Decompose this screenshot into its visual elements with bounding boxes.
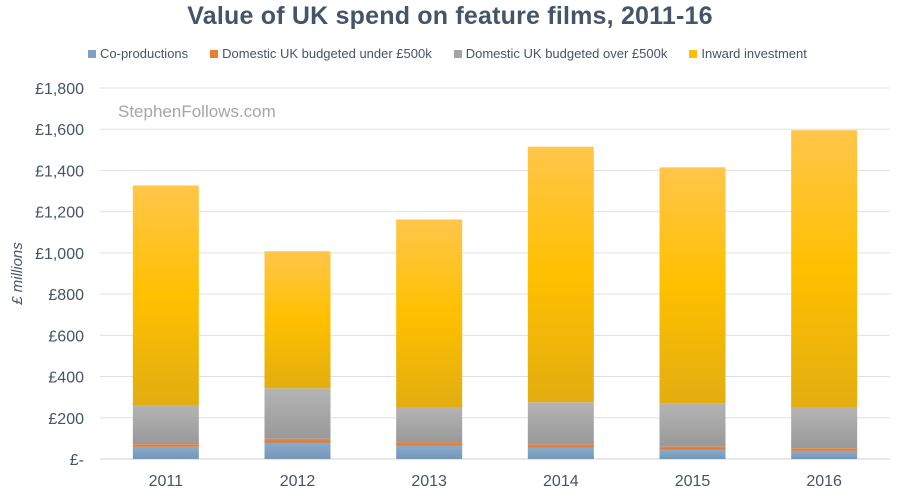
legend-item: Inward investment <box>689 46 807 61</box>
x-tick-label: 2014 <box>543 473 579 490</box>
legend-label: Domestic UK budgeted over £500k <box>465 46 668 61</box>
bar-segment <box>791 130 858 408</box>
bar-segment <box>132 185 199 405</box>
bar-segment <box>527 402 594 445</box>
legend-item: Domestic UK budgeted over £500k <box>453 46 668 61</box>
legend-swatch <box>689 49 698 58</box>
bar-segment <box>527 146 594 403</box>
bar-segment <box>659 167 726 404</box>
legend-swatch <box>210 49 219 58</box>
x-tick-label: 2011 <box>149 473 184 490</box>
x-tick-label: 2013 <box>411 473 447 490</box>
legend-label: Domestic UK budgeted under £500k <box>222 46 432 61</box>
bar-segment <box>396 407 463 443</box>
bar-segment <box>791 450 858 459</box>
legend-swatch <box>453 49 462 58</box>
chart-title: Value of UK spend on feature films, 2011… <box>187 2 713 30</box>
y-tick-label: £- <box>70 452 84 469</box>
y-tick-label: £600 <box>48 328 84 345</box>
y-axis-label: £ millions <box>9 242 26 306</box>
legend: Co-productions Domestic UK budgeted under… <box>88 46 829 61</box>
x-tick-label: 2016 <box>806 473 842 490</box>
bar-segment <box>264 388 331 439</box>
bar-segment <box>396 442 463 446</box>
y-tick-label: £800 <box>48 287 84 304</box>
bar-segment <box>264 438 331 443</box>
y-tick-label: £400 <box>48 370 84 387</box>
bar-segment <box>527 447 594 459</box>
legend-swatch <box>88 49 96 58</box>
bar-segment <box>132 446 199 459</box>
legend-item: Co-productions <box>88 46 188 61</box>
y-tick-label: £1,400 <box>35 163 84 180</box>
bar-segment <box>132 404 199 445</box>
bar-segment <box>659 446 726 450</box>
y-tick-label: £200 <box>48 411 84 428</box>
bar-segment <box>264 251 331 389</box>
legend-item: Domestic UK budgeted under £500k <box>210 46 432 61</box>
y-tick-label: £1,600 <box>35 122 84 139</box>
watermark: StephenFollows.com <box>118 102 276 121</box>
bar-segment <box>659 403 726 447</box>
bar-segment <box>396 219 463 408</box>
y-tick-label: £1,200 <box>35 205 84 222</box>
bar-segment <box>396 445 463 459</box>
bar-segment <box>527 444 594 448</box>
bar-segment <box>264 442 331 459</box>
y-tick-label: £1,800 <box>35 81 84 98</box>
y-tick-label: £1,000 <box>35 246 84 263</box>
x-tick-label: 2012 <box>280 473 316 490</box>
bar-segment <box>132 444 199 447</box>
legend-label: Inward investment <box>701 46 807 61</box>
bar-segment <box>791 407 858 449</box>
bar-segment <box>659 449 726 459</box>
legend-label: Co-productions <box>100 46 189 61</box>
x-tick-label: 2015 <box>675 473 711 490</box>
bar-segment <box>791 448 858 451</box>
